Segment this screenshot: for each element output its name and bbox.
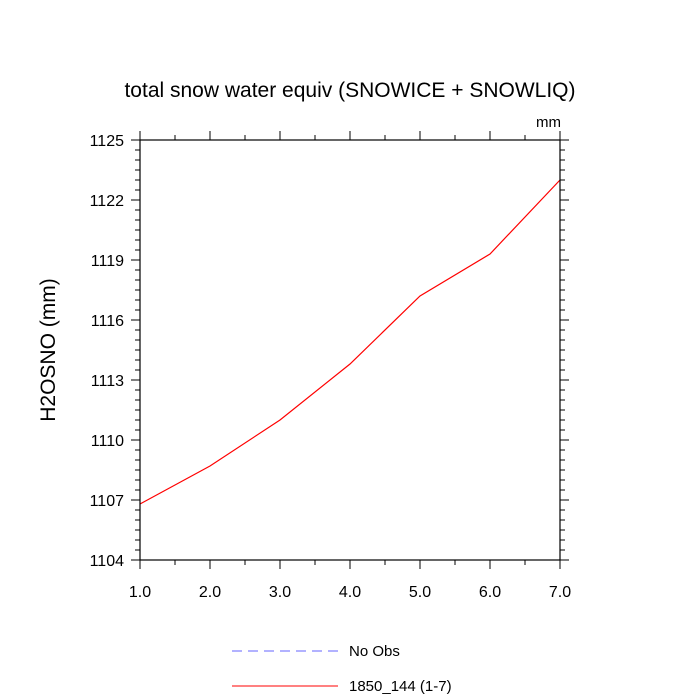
legend-label-0: No Obs [349,643,400,660]
plot-frame [139,139,561,561]
y-tick-label: 1104 [90,553,125,570]
x-tick-label: 2.0 [199,584,221,601]
ticks-layer: 1.0 2.0 3.0 4.0 5.0 6.0 7.0 1104 1107 1110 1113 111… [90,131,571,601]
x-tick-label: 4.0 [339,584,361,601]
y-tick-label: 1113 [91,373,124,390]
x-tick-label: 1.0 [129,584,151,601]
y-tick-label: 1116 [91,313,124,330]
series-layer [139,179,561,505]
x-tick-label: 6.0 [479,584,501,601]
legend-label-1: 1850_144 (1-7) [349,678,452,695]
y-tick-label: 1110 [91,433,124,450]
x-tick-label: 3.0 [269,584,291,601]
series-line-1 [139,179,561,505]
legend: No Obs 1850_144 (1-7) [232,643,452,695]
y-tick-label: 1107 [90,493,125,510]
y-tick-label: 1125 [90,133,125,150]
x-tick-label: 7.0 [549,584,571,601]
y-axis-label: H2OSNO (mm) [37,278,60,422]
chart-title: total snow water equiv (SNOWICE + SNOWLI… [124,79,575,102]
y-tick-label: 1122 [90,193,125,210]
y-tick-label: 1119 [91,253,124,270]
units-label: mm [536,114,561,131]
x-tick-label: 5.0 [409,584,431,601]
